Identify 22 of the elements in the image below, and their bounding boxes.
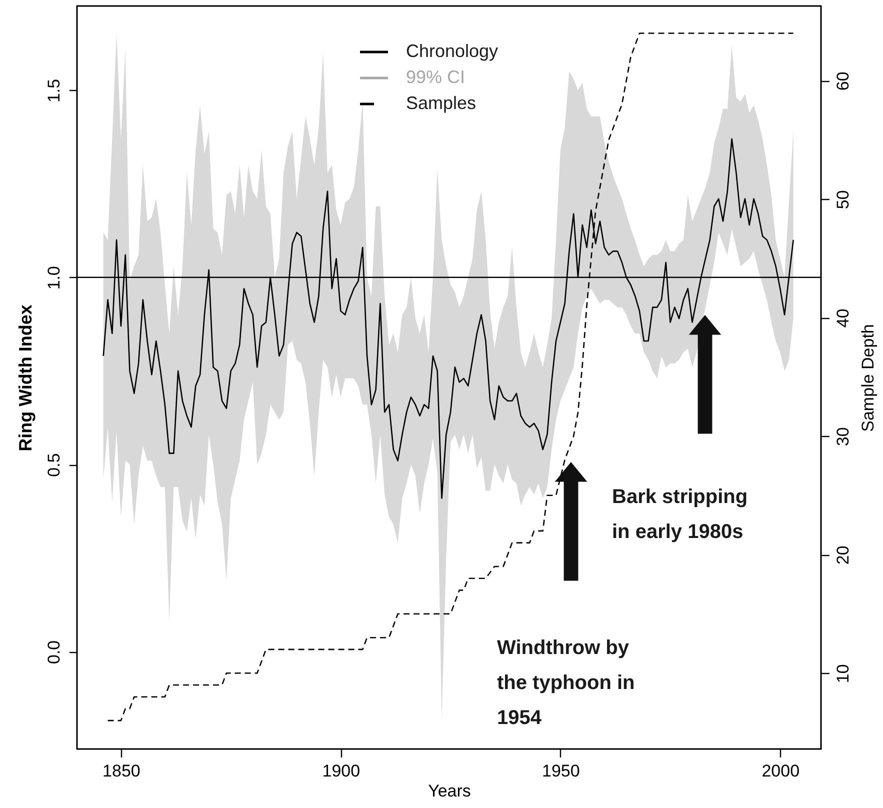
y2-tick-label: 30 (834, 427, 852, 446)
y2-tick-label: 60 (834, 72, 852, 91)
annotation: Windthrow by the typhoon in 1954 (497, 637, 635, 729)
x-tick-label: 1900 (322, 762, 360, 780)
y2-axis-title: Sample Depth (858, 324, 878, 432)
x-axis-title: Years (428, 782, 471, 800)
y2-tick-label: 20 (834, 546, 852, 565)
x-tick-label: 2000 (762, 762, 800, 780)
annotation: Bark stripping in early 1980s (612, 486, 748, 543)
y-axis-title: Ring Width Index (16, 304, 36, 452)
y-tick-label: 1.5 (44, 78, 64, 103)
legend-label: Chronology (406, 41, 498, 61)
y-tick-label: 0.5 (44, 453, 64, 477)
y2-tick-label: 40 (834, 308, 852, 328)
y2-tick-label: 50 (834, 190, 852, 210)
y2-tick-label: 10 (834, 664, 852, 684)
legend-label: Samples (406, 93, 476, 113)
annotation: 99% CI (406, 67, 466, 87)
y-tick-label: 0.0 (44, 640, 64, 664)
x-tick-label: 1850 (102, 762, 140, 780)
x-tick-label: 1950 (542, 762, 580, 780)
y-tick-label: 1.0 (44, 266, 64, 290)
